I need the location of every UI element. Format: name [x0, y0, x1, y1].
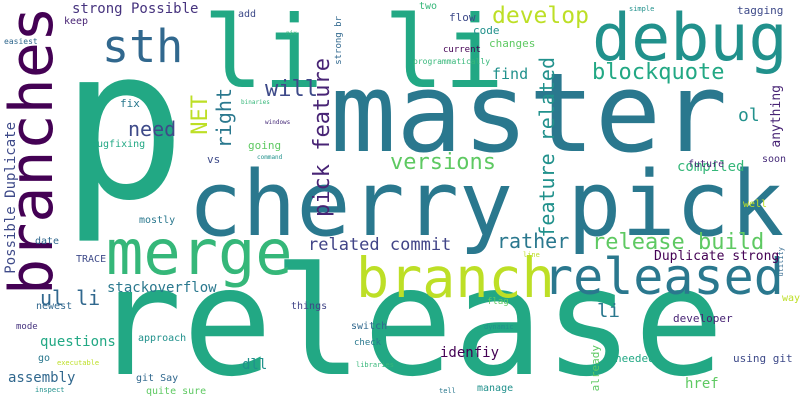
word-newest: newest: [36, 302, 72, 312]
word-rather: rather: [497, 231, 569, 251]
word-windows: windows: [265, 120, 290, 126]
word-keep: keep: [64, 17, 88, 27]
word-trace: TRACE: [76, 255, 106, 265]
word-developer: developer: [673, 313, 733, 324]
word-stackoverflow: stackoverflow: [107, 281, 217, 295]
word-well: well: [743, 200, 767, 210]
word-manage: manage: [477, 384, 513, 394]
word-future: future: [688, 160, 724, 170]
word-href: href: [685, 377, 719, 391]
word-using-git: using git: [733, 353, 793, 364]
word-inspect: inspect: [35, 387, 65, 394]
word-need: need: [128, 119, 176, 139]
word-mostly: mostly: [139, 216, 175, 226]
word-switch: switch: [351, 322, 387, 332]
word-flag: flag: [487, 298, 509, 307]
word-simple: simple: [629, 6, 654, 13]
word-tagging: tagging: [737, 5, 783, 16]
word-going: going: [248, 140, 281, 151]
word-related-commit: related commit: [308, 237, 451, 254]
word-way: way: [782, 294, 800, 304]
word-current: current: [443, 46, 481, 55]
word-git-say: git Say: [136, 374, 178, 384]
word-mode: mode: [16, 323, 38, 332]
word-duplicate-strong: Duplicate strong: [654, 250, 779, 263]
word-two: two: [419, 2, 437, 12]
word-things: things: [291, 302, 327, 312]
word-quite-sure: quite sure: [146, 387, 206, 397]
word-vs: vs: [207, 154, 220, 165]
word-net: NET: [190, 95, 212, 135]
word-add: add: [238, 10, 256, 20]
word-possible-duplicate: Possible Duplicate: [4, 122, 18, 274]
word-develop: develop: [492, 5, 589, 28]
word-will: will: [265, 79, 318, 101]
word-binaries: binaries: [241, 100, 270, 106]
word-go: go: [38, 354, 50, 364]
word-needed: needed: [615, 353, 655, 364]
word-anything: anything: [770, 85, 783, 148]
word-approach: approach: [138, 334, 186, 344]
word-blockquote: blockquote: [592, 62, 724, 84]
word-fix: fix: [120, 98, 140, 109]
word-easiest: easiest: [4, 38, 38, 46]
word-branch: branch: [356, 251, 555, 306]
word-flow: flow: [449, 12, 476, 23]
word-assembly: assembly: [8, 371, 75, 385]
word-changes: changes: [489, 38, 535, 49]
word-command: command: [257, 155, 282, 161]
word-merge: merge: [106, 222, 293, 284]
word-nix: nix: [286, 31, 297, 37]
word-already: already: [590, 345, 601, 391]
word-questions: questions: [40, 335, 116, 349]
word-strong-possible: strong Possible: [72, 2, 198, 16]
word-utility: utility: [778, 247, 785, 277]
word-strong-br: strong br: [335, 16, 344, 65]
word-dynamic: dynamic: [484, 324, 514, 331]
word-right: right: [214, 88, 234, 148]
word-dll: dll: [242, 358, 267, 372]
word-sth: sth: [102, 24, 183, 69]
word-programmatically: programmatically: [413, 58, 490, 66]
word-tell: tell: [439, 388, 456, 395]
word-line: line: [523, 252, 540, 259]
word-executable: executable: [57, 360, 99, 367]
word-check: check: [354, 339, 381, 348]
word-date: date: [35, 237, 59, 247]
word-idenfiy: idenfiy: [440, 346, 499, 360]
word-code: code: [473, 25, 500, 36]
word-li: li: [597, 302, 620, 321]
word-feature-related: feature related: [537, 57, 557, 238]
word-soon: soon: [762, 155, 786, 165]
word-versions: versions: [390, 152, 496, 174]
word-libraries: libraries: [356, 362, 394, 369]
word-find: find: [492, 67, 528, 82]
word-ol: ol: [738, 107, 760, 125]
word-bugfixing: bugfixing: [91, 140, 145, 150]
